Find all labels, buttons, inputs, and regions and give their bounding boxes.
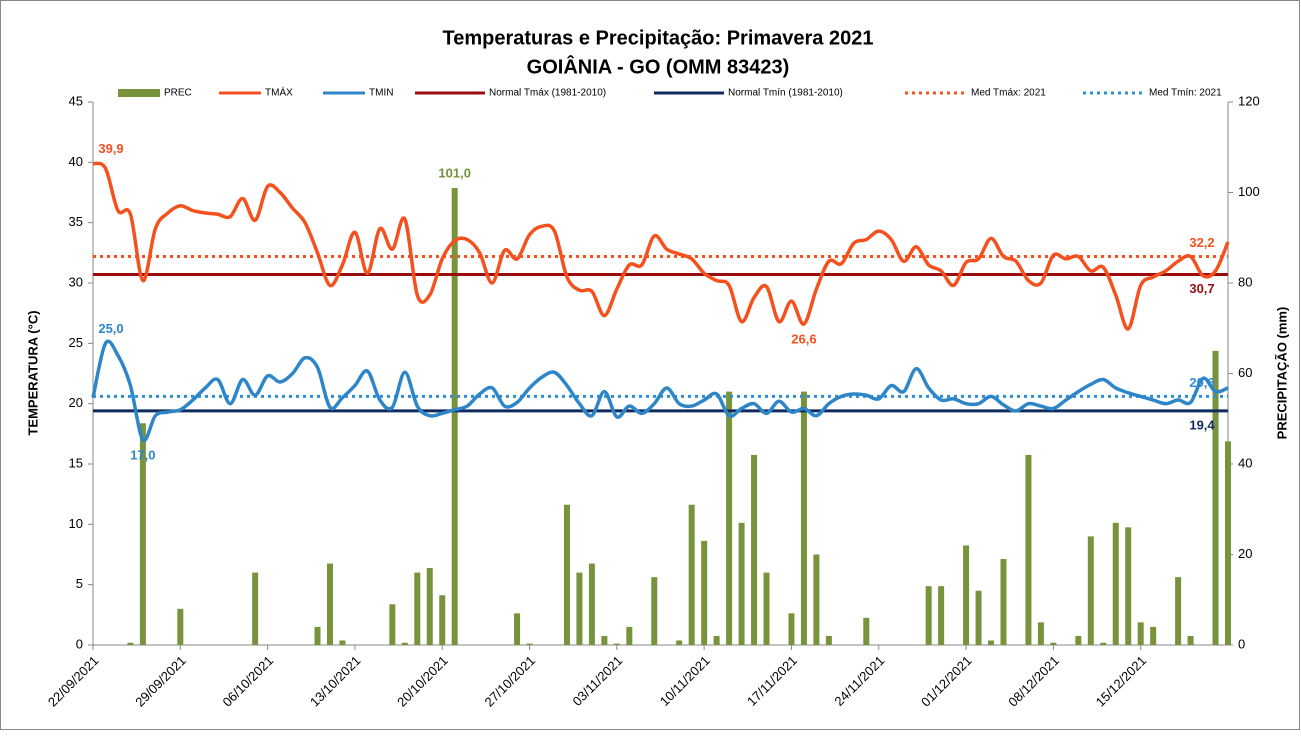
- y-tick-label: 30: [69, 274, 83, 289]
- precip-bar: [713, 635, 720, 645]
- precip-bar: [1075, 635, 1082, 645]
- precip-bar: [439, 595, 446, 645]
- y-tick-label: 35: [69, 214, 83, 229]
- legend-label: TMIN: [369, 88, 393, 99]
- legend-label: Normal Tmín (1981-2010): [728, 88, 843, 99]
- precip-bar: [426, 568, 433, 645]
- y2-tick-label: 100: [1238, 184, 1260, 199]
- y-tick-label: 40: [69, 154, 83, 169]
- legend-label: Normal Tmáx (1981-2010): [489, 88, 606, 99]
- y-tick-label: 20: [69, 395, 83, 410]
- y-tick-label: 10: [69, 516, 83, 531]
- y-tick-label: 25: [69, 335, 83, 350]
- precip-bar: [588, 563, 595, 645]
- y2-tick-label: 0: [1238, 636, 1245, 651]
- data-label: 20,6: [1189, 375, 1214, 390]
- precip-bar: [414, 572, 421, 645]
- precip-bar: [526, 643, 533, 645]
- precip-bar: [676, 640, 683, 645]
- y-tick-label: 15: [69, 455, 83, 470]
- precip-bar: [127, 642, 134, 645]
- precip-bar: [613, 643, 620, 645]
- precip-bar: [975, 590, 982, 645]
- precip-bar: [726, 391, 733, 645]
- precip-bar: [813, 554, 820, 645]
- y2-axis-title: PRECIPITAÇÃO (mm): [1274, 307, 1289, 440]
- precip-bar: [1037, 622, 1044, 645]
- precip-bar: [252, 572, 259, 645]
- precip-bar: [788, 613, 795, 645]
- legend-label: PREC: [164, 88, 192, 99]
- precip-bar: [925, 586, 932, 645]
- data-label: 30,7: [1189, 281, 1214, 296]
- precip-bar: [1125, 527, 1132, 645]
- precip-bar: [326, 563, 333, 645]
- data-label: 19,4: [1189, 417, 1215, 432]
- data-label: 17,0: [130, 447, 155, 462]
- data-label: 25,0: [98, 321, 123, 336]
- precip-bar: [1175, 577, 1182, 645]
- temperature-line: [92, 161, 1230, 331]
- precip-bar: [576, 572, 583, 645]
- precip-bar: [938, 586, 945, 645]
- legend-label: TMÁX: [265, 86, 293, 99]
- precip-bar: [1137, 622, 1144, 645]
- precip-bar: [963, 545, 970, 645]
- y2-tick-label: 40: [1238, 455, 1252, 470]
- data-label: 39,9: [98, 141, 123, 156]
- y-tick-label: 0: [76, 636, 83, 651]
- precip-bar: [751, 454, 758, 645]
- precip-bar: [601, 635, 608, 645]
- precip-bar: [1112, 522, 1119, 645]
- precip-bar: [988, 640, 995, 645]
- y-tick-label: 45: [69, 93, 83, 108]
- data-label: 26,6: [791, 331, 816, 346]
- precip-bar: [389, 604, 396, 645]
- precip-bar: [177, 608, 184, 645]
- precip-bar: [563, 504, 570, 645]
- chart-title: Temperaturas e Precipitação: Primavera 2…: [443, 27, 874, 49]
- y2-tick-label: 20: [1238, 546, 1252, 561]
- precip-bar: [688, 504, 695, 645]
- precip-bar: [738, 522, 745, 645]
- precip-bar: [701, 540, 708, 645]
- precip-bar: [139, 423, 146, 645]
- precip-bar: [763, 572, 770, 645]
- precip-bar: [451, 187, 458, 645]
- precip-bar: [800, 391, 807, 645]
- legend-swatch: [118, 89, 160, 97]
- temperature-line: [91, 339, 1229, 443]
- data-label: 32,2: [1189, 235, 1214, 250]
- precip-bar: [1087, 536, 1094, 645]
- precip-bar: [1212, 350, 1219, 645]
- precip-bar: [401, 642, 408, 645]
- y2-tick-label: 60: [1238, 365, 1252, 380]
- precip-bar: [1187, 635, 1194, 645]
- precip-bar: [626, 626, 633, 645]
- legend-label: Med Tmín: 2021: [1149, 88, 1222, 99]
- data-label: 101,0: [438, 165, 471, 180]
- precip-bar: [1100, 642, 1107, 645]
- precip-bar: [863, 617, 870, 645]
- precip-bar: [339, 640, 346, 645]
- precip-bar: [1025, 454, 1032, 645]
- precip-bar: [514, 613, 521, 645]
- legend-label: Med Tmáx: 2021: [971, 88, 1046, 99]
- precip-bar: [1050, 642, 1057, 645]
- precip-bar: [1225, 441, 1231, 645]
- y2-tick-label: 80: [1238, 274, 1252, 289]
- precip-bar: [314, 626, 321, 645]
- y2-tick-label: 120: [1238, 93, 1260, 108]
- precip-bar: [1000, 559, 1007, 645]
- precip-bar: [1150, 626, 1157, 645]
- y-axis-title: TEMPERATURA (°C): [25, 310, 40, 435]
- chart-subtitle: GOIÂNIA - GO (OMM 83423): [527, 54, 790, 78]
- precip-bar: [825, 635, 832, 645]
- y-tick-label: 5: [76, 576, 83, 591]
- precip-bar: [651, 577, 658, 645]
